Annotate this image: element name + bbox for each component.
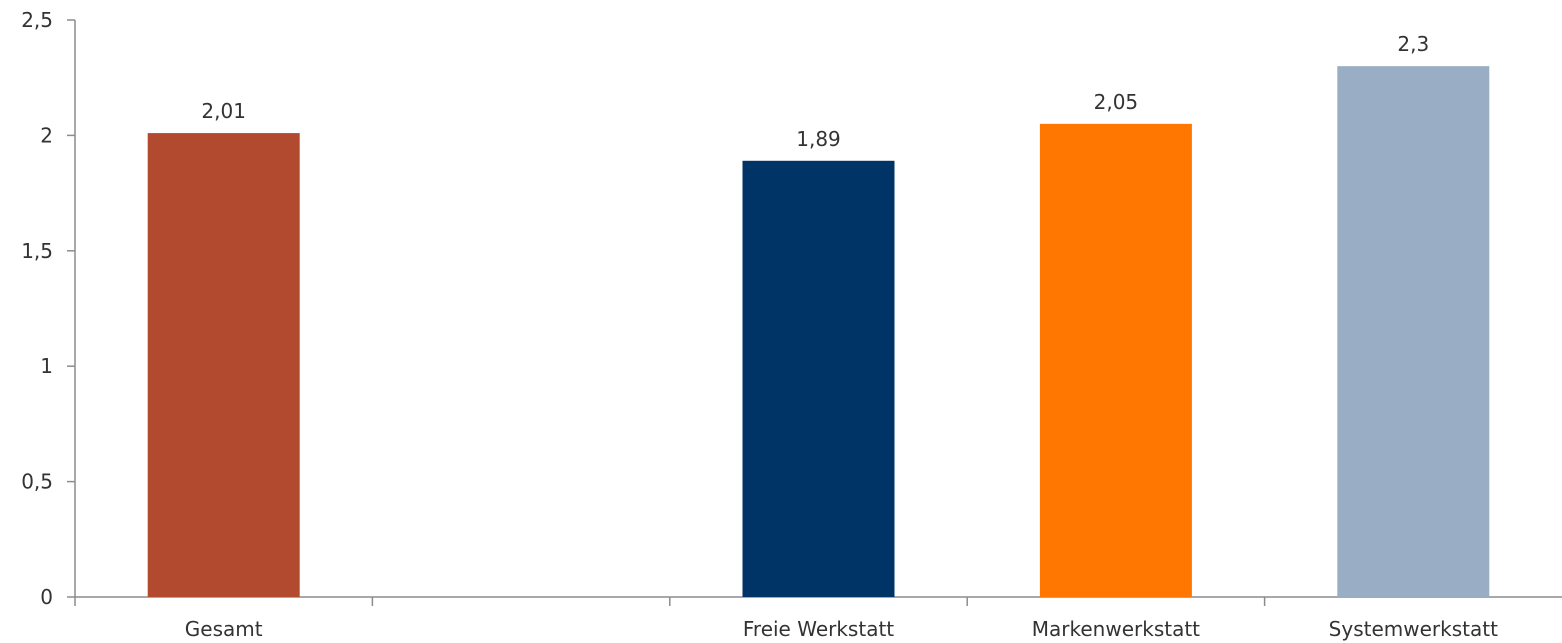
- data-label: 1,89: [796, 127, 841, 151]
- bars: [147, 66, 1490, 598]
- x-axis: Gesamt Freie Werkstatt Markenwerkstatt Syst…: [74, 596, 1562, 641]
- y-axis: 0 0,5 1 1,5 2 2,5: [21, 8, 76, 609]
- x-tick-label: Systemwerkstatt: [1329, 617, 1498, 641]
- y-tick-label: 1,5: [21, 239, 53, 263]
- data-label: 2,05: [1094, 90, 1139, 114]
- data-label: 2,01: [201, 99, 246, 123]
- x-tick-label: Gesamt: [185, 617, 263, 641]
- y-tick-label: 2: [40, 123, 53, 147]
- y-tick-label: 1: [40, 354, 53, 378]
- bar: [1337, 66, 1490, 597]
- x-tick-label: Markenwerkstatt: [1032, 617, 1200, 641]
- bar: [147, 133, 300, 598]
- y-tick-label: 2,5: [21, 8, 53, 32]
- y-tick-label: 0: [40, 585, 53, 609]
- bar: [1039, 123, 1192, 598]
- y-tick-label: 0,5: [21, 470, 53, 494]
- data-label: 2,3: [1397, 32, 1429, 56]
- bar: [742, 160, 895, 597]
- data-labels: 2,01 1,89 2,05 2,3: [201, 32, 1429, 151]
- x-tick-label: Freie Werkstatt: [743, 617, 894, 641]
